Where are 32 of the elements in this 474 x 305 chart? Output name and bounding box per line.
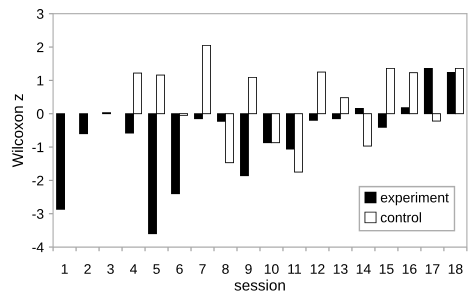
bar (79, 113, 88, 134)
x-tick-label: 13 (334, 264, 348, 274)
x-tick-label: 18 (448, 264, 463, 274)
y-tick-label: 0 (36, 109, 44, 119)
y-tick-label: -3 (32, 209, 44, 219)
x-tick-label: 16 (402, 264, 417, 274)
x-tick-label: 11 (288, 264, 302, 274)
y-tick-label: -2 (32, 176, 44, 186)
y-tick-label: 2 (37, 42, 44, 52)
x-tick-label: 5 (153, 264, 160, 274)
x-tick-label: 14 (356, 264, 371, 274)
x-tick-label: 6 (176, 264, 183, 274)
x-tick-label: 4 (130, 264, 138, 274)
y-axis-title: Wilcoxon z (12, 94, 24, 168)
x-tick-label: 2 (84, 264, 91, 274)
legend-label: experiment (380, 192, 449, 206)
y-tick-label: 3 (36, 9, 44, 19)
x-tick-label: 17 (426, 264, 440, 274)
x-tick-label: 8 (222, 264, 229, 274)
x-tick-label: 15 (380, 264, 394, 274)
x-tick-label: 10 (264, 264, 279, 274)
x-tick-label: 12 (310, 264, 324, 274)
y-tick-label: -1 (32, 142, 44, 152)
legend-label: control (380, 212, 421, 222)
y-tick-label: -4 (32, 242, 44, 252)
x-axis-title: session (234, 279, 285, 291)
y-tick-label: 1 (37, 76, 44, 86)
x-tick-label: 7 (199, 264, 206, 274)
x-tick-label: 1 (62, 264, 68, 274)
x-tick-label: 3 (107, 264, 114, 274)
bar (56, 113, 66, 210)
x-tick-label: 9 (245, 264, 252, 274)
